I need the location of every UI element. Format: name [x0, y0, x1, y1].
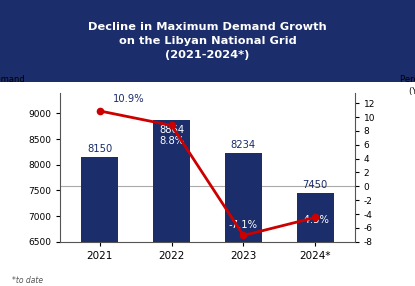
Text: -7.1%: -7.1%	[229, 221, 258, 231]
Text: 8864: 8864	[159, 125, 184, 135]
Text: -4.5%: -4.5%	[301, 215, 330, 225]
Bar	[153, 120, 190, 286]
Text: Decline in Maximum Demand Growth
on the Libyan National Grid
(2021-2024*): Decline in Maximum Demand Growth on the …	[88, 22, 327, 60]
Text: 10.9%: 10.9%	[112, 94, 144, 104]
Text: 7450: 7450	[303, 180, 328, 190]
Text: 8.8%: 8.8%	[159, 136, 184, 146]
Bar	[81, 157, 118, 286]
Text: 8150: 8150	[87, 144, 112, 154]
Bar	[297, 193, 334, 286]
Bar	[225, 153, 262, 286]
Text: *to date: *to date	[12, 276, 44, 285]
Text: Percent Change: Percent Change	[400, 75, 415, 84]
Text: (Year on Year): (Year on Year)	[409, 87, 415, 96]
Text: Maximum Demand: Maximum Demand	[0, 75, 25, 84]
Text: 8234: 8234	[231, 140, 256, 150]
